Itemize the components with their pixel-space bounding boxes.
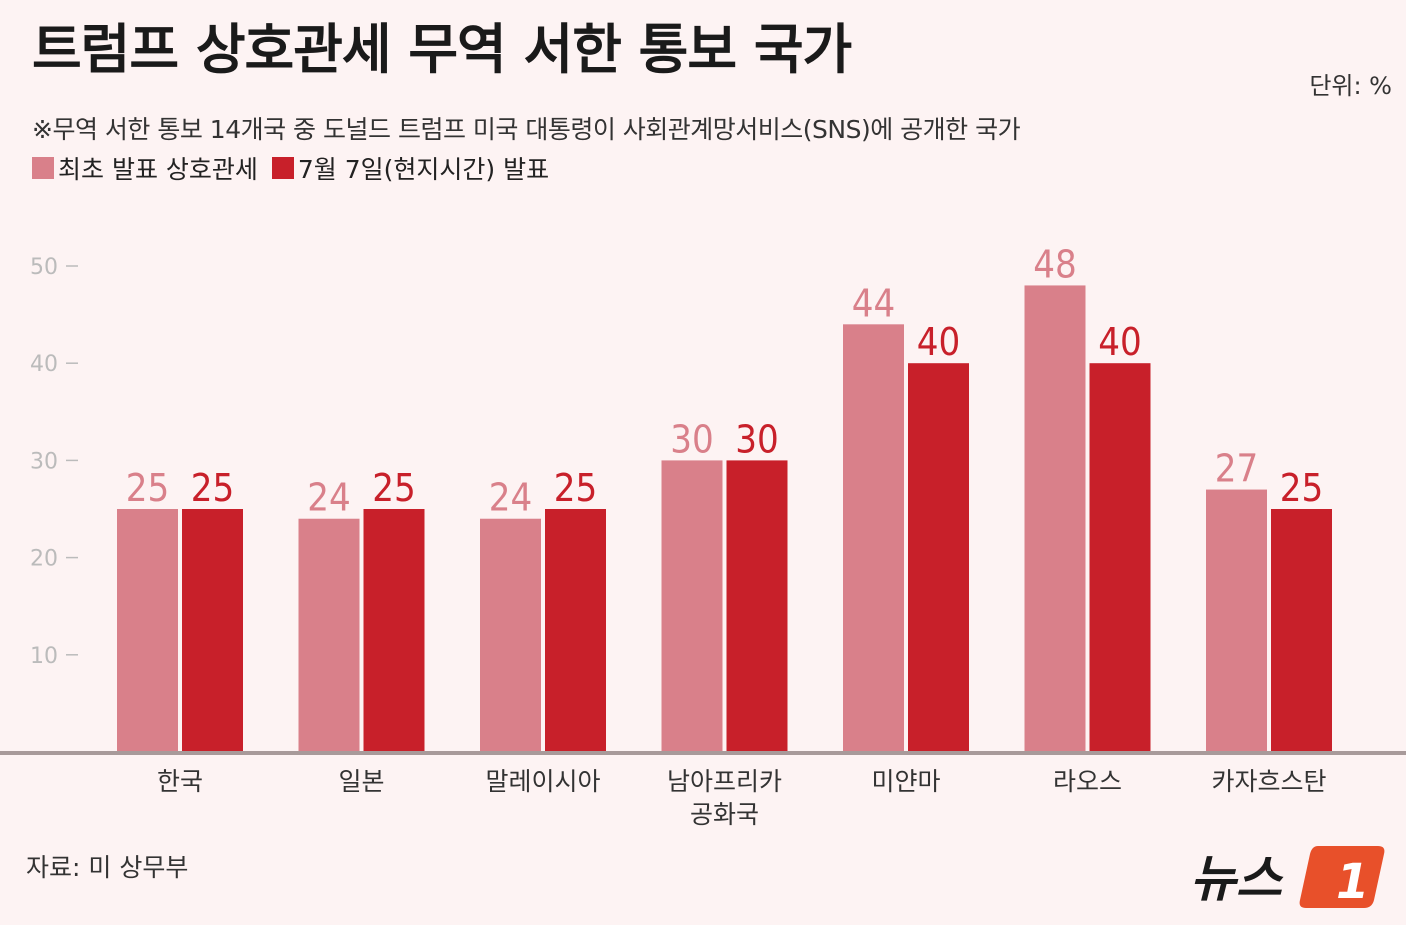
bar: [1206, 489, 1267, 754]
x-category-label: 일본: [338, 767, 384, 796]
source-note: 자료: 미 상무부: [26, 853, 189, 882]
logo-badge: [1299, 846, 1385, 908]
bar-value-label: 48: [1033, 242, 1077, 286]
x-category-label: 한국: [157, 767, 203, 796]
bar: [1089, 363, 1151, 754]
logo-text: 뉴스: [1190, 850, 1284, 908]
bar-value-label: 25: [372, 466, 416, 510]
bar: [726, 460, 788, 754]
legend-label-initial: 최초 발표 상호관세: [58, 155, 258, 184]
y-tick-label: 50: [30, 255, 58, 280]
bar: [182, 509, 243, 754]
bar-value-label: 30: [735, 417, 779, 461]
x-category-label: 미얀마: [871, 767, 940, 796]
bar: [363, 509, 425, 754]
x-category-label: 라오스: [1053, 767, 1122, 796]
bar-value-label: 25: [126, 466, 170, 510]
bar: [298, 518, 360, 754]
x-category-label: 카자흐스탄: [1211, 767, 1326, 796]
bar-value-label: 24: [307, 476, 351, 520]
logo-mark: 1: [1336, 854, 1369, 910]
bar: [908, 363, 969, 754]
bar: [1024, 285, 1086, 754]
bar-value-label: 27: [1215, 447, 1259, 491]
bar: [545, 509, 606, 754]
legend-swatch-revised: [271, 157, 294, 179]
y-tick-label: 20: [30, 547, 58, 572]
bar: [843, 324, 904, 754]
legend-item-initial: 최초 발표 상호관세: [32, 150, 258, 186]
legend-label-revised: 7월 7일(현지시간) 발표: [297, 155, 550, 184]
bar: [661, 460, 723, 754]
bar-value-label: 25: [1280, 466, 1324, 510]
unit-label: 단위: %: [1309, 72, 1392, 100]
y-tick-label: 10: [30, 644, 58, 669]
bar-value-label: 25: [191, 466, 235, 510]
bar: [1271, 509, 1332, 754]
x-category-label: 남아프리카: [667, 767, 782, 796]
bar: [480, 518, 541, 754]
y-tick-label: 30: [30, 449, 58, 474]
bar-value-label: 30: [670, 417, 714, 461]
y-tick-label: 40: [30, 352, 58, 377]
bar-value-label: 44: [852, 281, 896, 325]
legend: 최초 발표 상호관세 7월 7일(현지시간) 발표: [32, 150, 549, 186]
legend-swatch-initial: [32, 157, 54, 179]
bar-value-label: 24: [489, 476, 533, 520]
news1-logo: 뉴스 1: [1190, 846, 1385, 910]
bar-value-label: 25: [554, 466, 598, 510]
x-category-label: 말레이시아: [485, 767, 600, 796]
bar-value-label: 40: [1098, 320, 1142, 364]
chart-subtitle: ※무역 서한 통보 14개국 중 도널드 트럼프 미국 대통령이 사회관계망서비…: [32, 115, 1021, 144]
x-category-label: 공화국: [690, 800, 759, 829]
chart-title: 트럼프 상호관세 무역 서한 통보 국가: [32, 18, 852, 81]
bar-value-label: 40: [917, 320, 961, 364]
bar: [117, 509, 178, 754]
legend-item-revised: 7월 7일(현지시간) 발표: [271, 150, 550, 186]
